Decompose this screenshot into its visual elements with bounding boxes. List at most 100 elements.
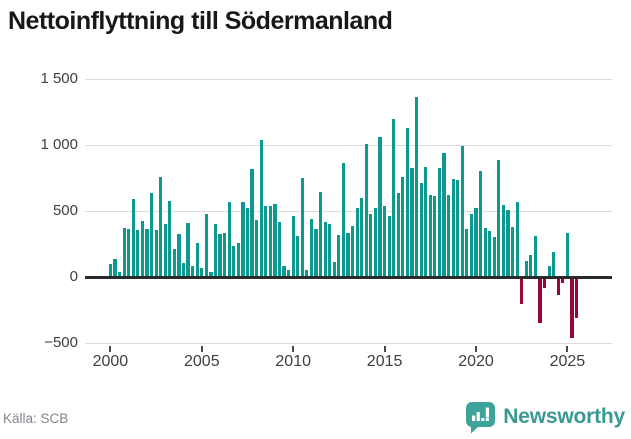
bar xyxy=(204,213,208,277)
bar xyxy=(492,236,496,277)
bar xyxy=(209,272,213,277)
bar xyxy=(405,127,410,277)
bar xyxy=(360,198,364,277)
zero-axis-line xyxy=(85,275,612,279)
bar xyxy=(428,195,432,277)
bar xyxy=(332,261,336,277)
bar xyxy=(268,205,272,277)
bar xyxy=(287,270,291,277)
x-tick-label: 2015 xyxy=(366,353,403,370)
bar xyxy=(488,230,492,277)
bar xyxy=(451,179,455,277)
bar xyxy=(392,118,396,277)
bar xyxy=(218,234,222,277)
bar xyxy=(195,243,199,277)
bar xyxy=(373,208,378,277)
bar xyxy=(245,208,250,277)
x-tick-mark xyxy=(383,346,386,352)
bar xyxy=(570,277,574,339)
x-tick-mark xyxy=(475,346,477,352)
bar xyxy=(159,177,163,277)
y-tick-label: −500 xyxy=(44,334,78,351)
bar xyxy=(314,229,318,277)
bar xyxy=(501,205,505,277)
bar xyxy=(561,277,565,283)
bar xyxy=(355,207,359,277)
bar xyxy=(131,199,135,277)
bar xyxy=(117,272,122,277)
bar xyxy=(460,146,464,277)
bar xyxy=(127,228,131,277)
bar xyxy=(113,259,117,277)
bar xyxy=(191,266,195,277)
bar xyxy=(241,202,245,277)
x-tick-mark xyxy=(109,346,112,352)
bar xyxy=(469,213,474,277)
bar xyxy=(414,96,419,277)
bar xyxy=(510,226,515,277)
bar xyxy=(465,229,469,277)
bar xyxy=(136,230,140,277)
bar xyxy=(383,205,387,277)
bar xyxy=(337,234,341,277)
x-tick-mark xyxy=(292,346,295,352)
bar xyxy=(140,220,144,277)
y-tick-label: 500 xyxy=(52,202,78,219)
bar xyxy=(264,206,268,277)
bar xyxy=(232,245,236,277)
bar xyxy=(433,196,437,277)
bar xyxy=(277,221,282,277)
bar xyxy=(483,227,487,277)
bar xyxy=(319,191,323,277)
x-tick-label: 2020 xyxy=(458,353,494,370)
bar xyxy=(533,236,537,277)
gridline xyxy=(85,210,612,212)
bar xyxy=(497,160,501,277)
bar xyxy=(574,277,579,318)
bar xyxy=(565,232,569,277)
bar xyxy=(474,208,478,277)
gridline xyxy=(85,342,612,344)
newsworthy-logo[interactable]: Newsworthy xyxy=(465,400,625,434)
bar xyxy=(556,277,560,295)
bar xyxy=(456,179,460,277)
newsworthy-logo-text: Newsworthy xyxy=(503,405,625,428)
bar xyxy=(396,193,400,277)
bar xyxy=(309,218,314,277)
bar xyxy=(227,201,231,277)
bar xyxy=(300,178,304,277)
bar xyxy=(296,236,300,277)
x-tick-mark xyxy=(566,346,569,352)
bar xyxy=(341,163,346,277)
bar xyxy=(369,213,373,277)
bar xyxy=(154,230,158,277)
gridline xyxy=(85,78,612,80)
bar xyxy=(236,243,240,277)
bar xyxy=(250,169,254,277)
bar xyxy=(273,203,277,277)
bar xyxy=(410,168,414,277)
bar xyxy=(351,225,355,277)
bar xyxy=(282,266,286,277)
y-tick-label: 1 000 xyxy=(40,136,78,153)
bar xyxy=(364,144,368,277)
y-tick-label: 0 xyxy=(69,268,78,285)
bar xyxy=(168,201,172,277)
x-tick-mark xyxy=(200,346,203,352)
gridline xyxy=(85,144,612,146)
bar xyxy=(552,251,556,277)
bar xyxy=(172,249,176,277)
bar xyxy=(223,232,227,277)
x-tick-label: 2005 xyxy=(184,353,220,370)
bar xyxy=(387,216,391,277)
bar xyxy=(378,137,382,277)
bar xyxy=(186,222,190,277)
bar xyxy=(538,277,542,323)
bar xyxy=(259,139,263,277)
bar xyxy=(323,221,327,277)
bar xyxy=(177,234,181,277)
bar xyxy=(145,229,149,277)
x-tick-label: 2000 xyxy=(92,353,129,370)
bar xyxy=(181,263,186,277)
